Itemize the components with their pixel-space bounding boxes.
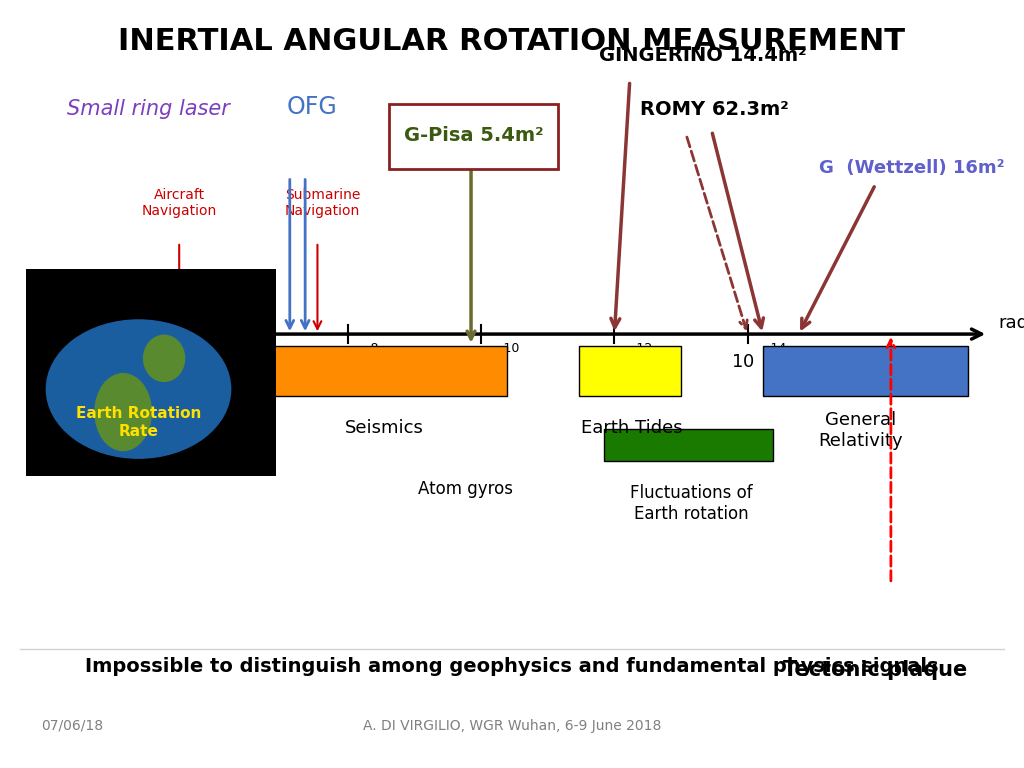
Text: 07/06/18: 07/06/18 [41,719,103,733]
Text: -8: -8 [367,342,379,355]
Circle shape [46,320,230,458]
Text: $10$: $10$ [199,353,221,371]
Text: A. DI VIRGILIO, WGR Wuhan, 6-9 June 2018: A. DI VIRGILIO, WGR Wuhan, 6-9 June 2018 [362,719,662,733]
Text: G  (Wettzell) 16m²: G (Wettzell) 16m² [819,159,1005,177]
Text: Small ring laser: Small ring laser [67,99,230,119]
Bar [579,346,681,396]
Text: Seismics: Seismics [344,419,424,436]
Text: Fluctuations of
Earth rotation: Fluctuations of Earth rotation [630,484,753,523]
Text: -12: -12 [633,342,653,355]
Text: Submarine
Navigation: Submarine Navigation [285,188,360,218]
Ellipse shape [95,374,152,451]
Text: -4: -4 [100,342,113,355]
Text: Earth Rotation
Rate: Earth Rotation Rate [76,406,201,439]
Bar [604,429,773,461]
Text: rad/s: rad/s [998,313,1024,332]
Bar [271,346,507,396]
Text: $10$: $10$ [598,353,621,371]
Text: General
Relativity: General Relativity [818,411,902,450]
Bar [763,346,968,396]
Text: Earth Tides: Earth Tides [581,419,683,436]
Text: ROMY 62.3m²: ROMY 62.3m² [640,100,788,119]
Text: $10$: $10$ [332,353,354,371]
Text: -10: -10 [500,342,520,355]
Text: Impossible to distinguish among geophysics and fundamental physics signals: Impossible to distinguish among geophysi… [85,657,939,676]
Bar [26,269,276,476]
FancyBboxPatch shape [389,104,558,169]
Text: Aircraft
Navigation: Aircraft Navigation [141,188,217,218]
Text: Atom gyros: Atom gyros [419,480,513,498]
Ellipse shape [143,336,184,382]
Text: $10$: $10$ [465,353,487,371]
Text: Tectonic plaque: Tectonic plaque [783,660,968,680]
Text: $10$: $10$ [66,353,88,371]
Text: INERTIAL ANGULAR ROTATION MEASUREMENT: INERTIAL ANGULAR ROTATION MEASUREMENT [119,27,905,56]
Text: -14: -14 [766,342,786,355]
Text: G-Pisa 5.4m²: G-Pisa 5.4m² [404,127,544,145]
Text: OFG: OFG [287,95,338,119]
Text: -6: -6 [233,342,246,355]
Text: GINGERINO 14.4m²: GINGERINO 14.4m² [599,46,807,65]
Text: $10$: $10$ [731,353,754,371]
